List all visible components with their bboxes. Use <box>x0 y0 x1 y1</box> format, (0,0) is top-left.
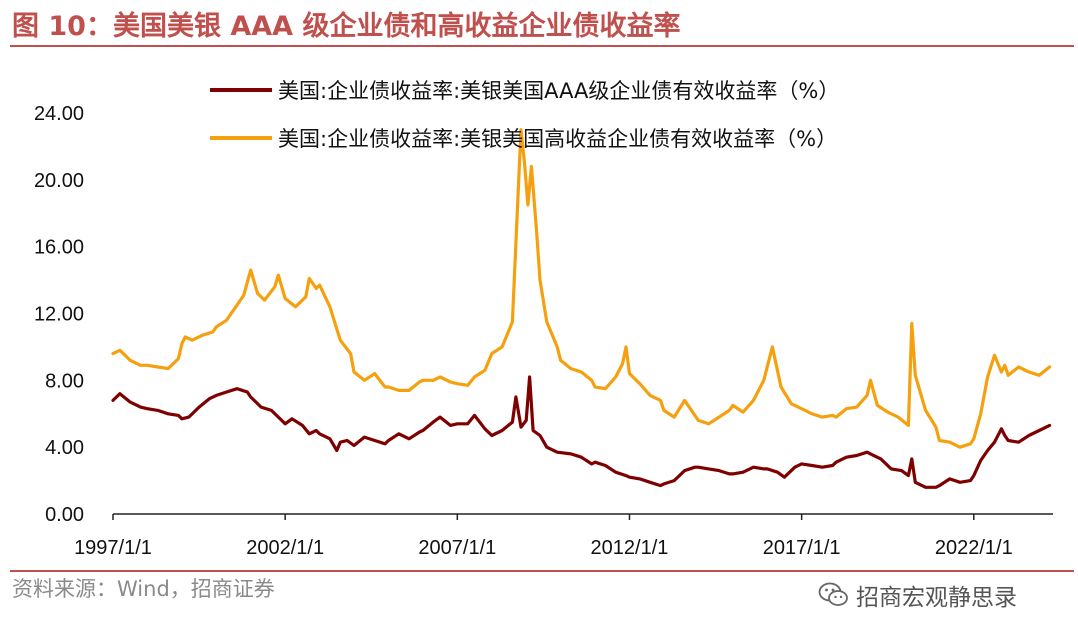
watermark: 招商宏观静思录 <box>818 578 1017 612</box>
x-tick-label: 1997/1/1 <box>74 537 152 559</box>
series-line-aaa <box>111 375 1052 489</box>
y-tick-label: 20.00 <box>34 170 84 192</box>
x-tick-label: 2002/1/1 <box>246 537 324 559</box>
legend-swatch-aaa <box>210 88 272 92</box>
y-tick-label: 8.00 <box>45 370 84 392</box>
legend-swatch-high-yield <box>210 136 272 140</box>
y-tick-label: 16.00 <box>34 237 84 259</box>
x-tick-label: 2022/1/1 <box>935 537 1013 559</box>
y-tick-label: 12.00 <box>34 304 84 326</box>
legend-label-aaa: 美国:企业债收益率:美银美国AAA级企业债有效收益率（%） <box>278 79 840 103</box>
axes: 0.00 4.00 8.00 12.00 16.00 20.00 24.00 1997/1/1… <box>34 103 1053 559</box>
series-lines <box>111 128 1052 489</box>
legend-item-aaa: 美国:企业债收益率:美银美国AAA级企业债有效收益率（%） <box>210 66 839 114</box>
footer-divider <box>10 570 1074 572</box>
title-divider <box>10 45 1074 47</box>
y-tick-label: 0.00 <box>45 504 84 526</box>
x-tick-label: 2012/1/1 <box>591 537 669 559</box>
source-note: 资料来源：Wind，招商证券 <box>12 577 275 601</box>
legend-label-high-yield: 美国:企业债收益率:美银美国高收益企业债有效收益率（%） <box>278 127 838 151</box>
wechat-icon <box>818 582 848 606</box>
line-chart: 0.00 4.00 8.00 12.00 16.00 20.00 24.00 1997/1/1… <box>34 103 1053 559</box>
x-tick-label: 2007/1/1 <box>418 537 496 559</box>
y-tick-label: 24.00 <box>34 103 84 125</box>
x-tick-label: 2017/1/1 <box>763 537 841 559</box>
series-line-high-yield <box>111 128 1052 449</box>
legend: 美国:企业债收益率:美银美国AAA级企业债有效收益率（%） 美国:企业债收益率:… <box>210 66 839 162</box>
figure-title: 图 10：美国美银 AAA 级企业债和高收益企业债收益率 <box>12 11 681 42</box>
y-tick-label: 4.00 <box>45 437 84 459</box>
legend-item-high-yield: 美国:企业债收益率:美银美国高收益企业债有效收益率（%） <box>210 114 839 162</box>
watermark-text: 招商宏观静思录 <box>856 585 1017 611</box>
